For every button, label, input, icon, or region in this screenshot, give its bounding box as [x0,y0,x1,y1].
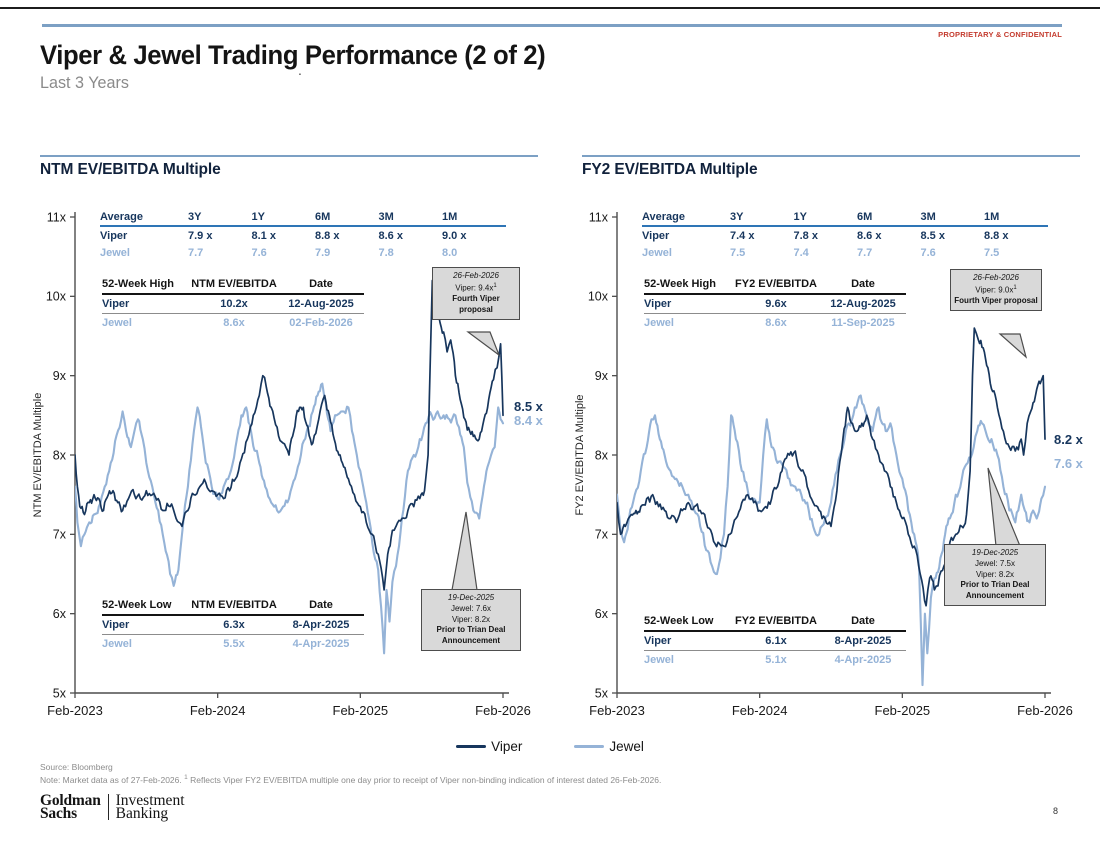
viper-last-value-label: 8.2 x [1054,432,1083,447]
chart-title-ntm: NTM EV/EBITDA Multiple [40,161,221,178]
avg-period: 1Y [793,210,807,223]
avg-period: 3M [920,210,936,223]
svg-text:Feb-2024: Feb-2024 [732,703,788,718]
brand-name: Goldman Sachs [40,792,101,822]
high-row-jewel: Jewel 8.6x 11-Sep-2025 [644,317,895,329]
subtitle-stray-mark: . [298,62,302,78]
panel-fy2: FY2 EV/EBITDA Multiple 11x 10x 9x 8x 7x 6x 5x F… [572,150,1087,760]
svg-text:5x: 5x [53,686,67,700]
average-table-header: Average 3Y 1Y 6M 3M 1M [100,208,506,227]
svg-text:6x: 6x [595,607,609,621]
low-table: 52-Week Low NTM EV/EBITDA Date Viper 6.3… [102,596,364,653]
top-accent-rule [42,24,1062,27]
high-table-header: 52-Week High FY2 EV/EBITDA Date [644,275,906,295]
panel-divider [40,155,538,157]
svg-text:6x: 6x [53,607,67,621]
callout-prior-trian-deal: 19-Dec-2025 Jewel: 7.6x Viper: 8.2x Prio… [421,589,521,651]
avg-period: 3M [378,210,394,223]
svg-text:Feb-2025: Feb-2025 [333,703,389,718]
page-number: 8 [1052,806,1058,816]
avg-period: 6M [857,210,873,223]
page-title: Viper & Jewel Trading Performance (2 of … [40,40,546,70]
legend-item-jewel: Jewel [574,739,644,754]
avg-period: 6M [315,210,331,223]
svg-text:Feb-2024: Feb-2024 [190,703,246,718]
fy2-chart: 11x 10x 9x 8x 7x 6x 5x Feb-2023 Feb-2024 Feb-2025… [574,210,1073,718]
viper-line-swatch [456,744,487,749]
low-row-jewel: Jewel 5.1x 4-Apr-2025 [644,654,892,666]
high-row-jewel: Jewel 8.6x 02-Feb-2026 [102,317,353,329]
high-row-viper: Viper 10.2x 12-Aug-2025 [102,295,364,314]
goldman-sachs-logo: Goldman Sachs Investment Banking [40,792,185,822]
svg-text:NTM EV/EBITDA Multiple: NTM EV/EBITDA Multiple [32,393,44,518]
panel-divider [582,155,1080,157]
division-name: Investment Banking [107,793,185,821]
legend-item-viper: Viper [456,739,522,754]
high-table: 52-Week High NTM EV/EBITDA Date Viper 10… [102,275,364,332]
low-table: 52-Week Low FY2 EV/EBITDA Date Viper 6.1… [644,612,906,669]
high-table-header: 52-Week High NTM EV/EBITDA Date [102,275,364,295]
jewel-last-value-label: 7.6 x [1054,456,1083,471]
panel-ntm: NTM EV/EBITDA Multiple 11x 10x 9x 8x 7x 6x 5x F… [30,150,545,760]
svg-text:Feb-2026: Feb-2026 [475,703,531,718]
svg-text:10x: 10x [46,290,67,304]
top-black-rule [0,7,1100,9]
average-table-header: Average 3Y 1Y 6M 3M 1M [642,208,1048,227]
svg-text:Feb-2023: Feb-2023 [589,703,645,718]
svg-text:11x: 11x [47,210,67,224]
chart-title-fy2: FY2 EV/EBITDA Multiple [582,161,758,178]
low-row-viper: Viper 6.1x 8-Apr-2025 [644,632,906,651]
svg-text:9x: 9x [53,369,67,383]
avg-period: 1M [442,210,458,223]
low-row-jewel: Jewel 5.5x 4-Apr-2025 [102,638,350,650]
average-table: Average 3Y 1Y 6M 3M 1M Viper 7.9 x 8.1 x… [100,208,506,261]
avg-period: 3Y [730,210,744,223]
jewel-line-swatch [574,744,605,749]
avg-corner: Average [100,210,144,223]
ntm-chart: 11x 10x 9x 8x 7x 6x 5x Feb-2023 Feb-2024 Feb-2025… [32,210,531,718]
average-row-jewel: Jewel 7.7 7.6 7.9 7.8 8.0 [100,246,458,259]
svg-text:Feb-2025: Feb-2025 [875,703,931,718]
footnote: Note: Market data as of 27-Feb-2026. 1 R… [40,774,662,785]
svg-text:8x: 8x [53,448,67,462]
low-table-header: 52-Week Low NTM EV/EBITDA Date [102,596,364,616]
jewel-last-value-label: 8.4 x [514,413,543,428]
svg-text:Feb-2023: Feb-2023 [47,703,103,718]
page-subtitle: Last 3 Years [40,73,129,92]
avg-period: 1M [984,210,1000,223]
legend: Viper Jewel [0,739,1100,754]
svg-text:FY2 EV/EBITDA Multiple: FY2 EV/EBITDA Multiple [574,394,586,515]
svg-text:5x: 5x [595,686,609,700]
high-table: 52-Week High FY2 EV/EBITDA Date Viper 9.… [644,275,906,332]
svg-text:7x: 7x [53,528,67,542]
callout-prior-trian-deal: 19-Dec-2025 Jewel: 7.5x Viper: 8.2x Prio… [944,544,1046,606]
viper-last-value-label: 8.5 x [514,399,543,414]
average-row-jewel: Jewel 7.5 7.4 7.7 7.6 7.5 [642,246,1000,259]
average-table: Average 3Y 1Y 6M 3M 1M Viper 7.4 x 7.8 x… [642,208,1048,261]
average-row-viper: Viper 7.9 x 8.1 x 8.8 x 8.6 x 9.0 x [100,229,467,242]
average-row-viper: Viper 7.4 x 7.8 x 8.6 x 8.5 x 8.8 x [642,229,1009,242]
svg-text:10x: 10x [588,290,609,304]
callout-fourth-viper-proposal: 26-Feb-2026 Viper: 9.0x1 Fourth Viper pr… [950,269,1042,312]
confidential-stamp: PROPRIETARY & CONFIDENTIAL [938,30,1062,39]
callout-fourth-viper-proposal: 26-Feb-2026 Viper: 9.4x1 Fourth Viper pr… [432,267,520,320]
low-row-viper: Viper 6.3x 8-Apr-2025 [102,616,364,635]
avg-corner: Average [642,210,686,223]
low-table-header: 52-Week Low FY2 EV/EBITDA Date [644,612,906,632]
avg-period: 3Y [188,210,202,223]
source-note: Source: Bloomberg [40,762,113,772]
svg-text:7x: 7x [595,528,609,542]
svg-text:9x: 9x [595,369,609,383]
svg-text:11x: 11x [589,210,609,224]
high-row-viper: Viper 9.6x 12-Aug-2025 [644,295,906,314]
avg-period: 1Y [251,210,265,223]
svg-text:8x: 8x [595,448,609,462]
svg-text:Feb-2026: Feb-2026 [1017,703,1073,718]
